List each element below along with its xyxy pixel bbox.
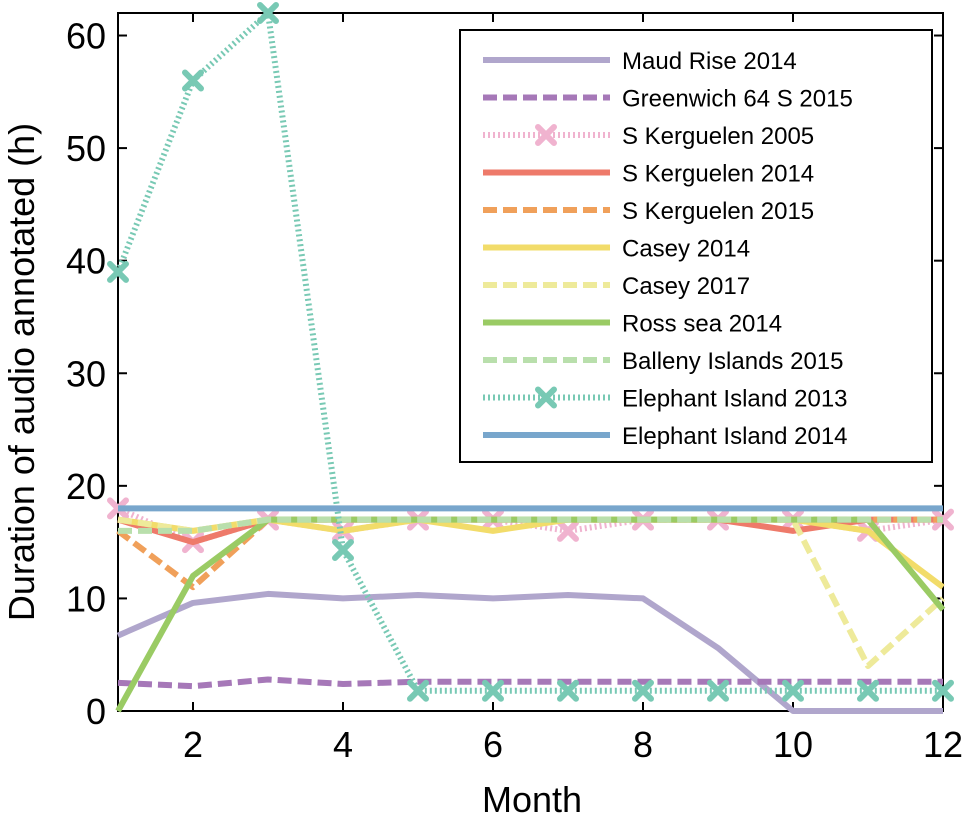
legend-label: Maud Rise 2014 — [622, 48, 797, 75]
series-line — [117, 516, 946, 669]
y-tick-label: 30 — [66, 353, 106, 394]
legend-marker — [535, 124, 557, 146]
legend-label: S Kerguelen 2014 — [622, 161, 814, 188]
legend-label: Casey 2017 — [622, 273, 750, 300]
legend-entry: Greenwich 64 S 2015 — [483, 86, 853, 113]
legend-entry: Elephant Island 2014 — [483, 423, 848, 450]
data-point-marker — [482, 679, 504, 702]
series-line — [115, 10, 943, 694]
y-tick-label: 0 — [86, 691, 106, 732]
data-point-marker — [782, 679, 804, 702]
legend-entry: Casey 2017 — [483, 273, 750, 300]
legend-label: Greenwich 64 S 2015 — [622, 86, 853, 113]
data-point-marker — [107, 260, 129, 283]
legend-entry: Elephant Island 2013 — [483, 386, 848, 413]
series-0 — [116, 590, 943, 714]
y-tick-label: 10 — [66, 578, 106, 619]
legend-label: Ross sea 2014 — [622, 311, 782, 338]
data-point-marker — [332, 539, 354, 562]
legend-label: S Kerguelen 2005 — [622, 123, 814, 150]
x-tick-label: 10 — [773, 724, 813, 765]
legend: Maud Rise 2014 Greenwich 64 S 2015 S Kergu… — [459, 29, 933, 463]
x-axis-label: Month — [482, 779, 582, 817]
x-tick-label: 2 — [183, 724, 203, 765]
x-tick-label: 4 — [333, 724, 353, 765]
legend-entry: Ross sea 2014 — [483, 311, 782, 338]
series-layer — [107, 2, 954, 714]
y-tick-label: 40 — [66, 241, 106, 282]
x-tick-label: 8 — [633, 724, 653, 765]
plot-frame — [117, 12, 944, 712]
data-point-marker — [707, 679, 729, 702]
y-tick-label: 50 — [66, 128, 106, 169]
legend-entry: Balleny Islands 2015 — [483, 348, 843, 375]
legend-label: S Kerguelen 2015 — [622, 198, 814, 225]
series-1 — [117, 676, 943, 690]
legend-entry: S Kerguelen 2015 — [483, 198, 814, 225]
series-8 — [118, 516, 943, 534]
data-point-marker — [632, 679, 654, 702]
data-point-marker — [857, 679, 879, 702]
x-tick-label: 6 — [483, 724, 503, 765]
series-line — [116, 590, 943, 714]
legend-marker — [535, 386, 557, 409]
data-point-marker — [557, 519, 579, 542]
series-line — [118, 516, 943, 534]
y-tick-label: 20 — [66, 466, 106, 507]
legend-entry: S Kerguelen 2014 — [483, 161, 814, 188]
legend-label: Elephant Island 2014 — [622, 423, 848, 450]
series-line — [117, 676, 943, 690]
legend-entry: Maud Rise 2014 — [483, 48, 797, 75]
axes: 2 4 6 8 10 12 0 10 20 30 40 50 60 — [66, 12, 963, 765]
data-point-marker — [257, 2, 279, 24]
legend-entry: Casey 2014 — [483, 236, 750, 263]
legend-label: Balleny Islands 2015 — [622, 348, 843, 375]
data-point-marker — [932, 679, 954, 702]
x-tick-label: 12 — [923, 724, 963, 765]
legend-label: Elephant Island 2013 — [622, 386, 848, 413]
series-9 — [107, 2, 954, 702]
legend-entry: S Kerguelen 2005 — [483, 123, 814, 150]
data-point-marker — [557, 679, 579, 702]
series-6 — [117, 516, 946, 669]
y-axis-label: Duration of audio annotated (h) — [1, 123, 42, 621]
data-point-marker — [407, 679, 429, 702]
legend-label: Casey 2014 — [622, 236, 750, 263]
y-tick-label: 60 — [66, 16, 106, 57]
data-point-marker — [182, 69, 204, 92]
